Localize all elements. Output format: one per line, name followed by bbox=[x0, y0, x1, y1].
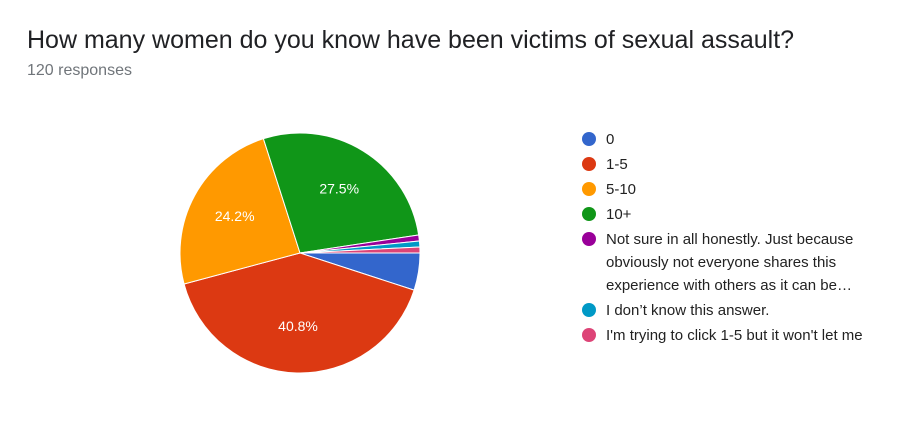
legend-label: Not sure in all honestly. Just because o… bbox=[606, 231, 854, 294]
pie-slice bbox=[179, 138, 301, 285]
legend: 0 1-5 5-10 10+ Not sure in all honestly. Jus… bbox=[582, 128, 882, 349]
legend-label: 5-10 bbox=[606, 181, 637, 198]
legend-item: I'm trying to click 1-5 but it won't let… bbox=[582, 324, 882, 347]
legend-label: I don’t know this answer. bbox=[606, 302, 770, 319]
chart-title: How many women do you know have been vic… bbox=[27, 26, 795, 54]
slice-label: 27.5% bbox=[319, 180, 359, 196]
legend-label: I'm trying to click 1-5 but it won't let… bbox=[606, 327, 863, 344]
legend-item: 1-5 bbox=[582, 153, 882, 176]
legend-label: 10+ bbox=[606, 206, 632, 223]
legend-item: 5-10 bbox=[582, 178, 882, 201]
legend-swatch bbox=[582, 132, 596, 146]
legend-label: 1-5 bbox=[606, 156, 628, 173]
legend-swatch bbox=[582, 207, 596, 221]
slice-label: 40.8% bbox=[278, 318, 318, 334]
legend-swatch bbox=[582, 182, 596, 196]
pie-slice bbox=[183, 252, 415, 374]
legend-item: 10+ bbox=[582, 203, 882, 226]
legend-swatch bbox=[582, 303, 596, 317]
slice-label: 24.2% bbox=[215, 208, 255, 224]
legend-swatch bbox=[582, 232, 596, 246]
pie-slice bbox=[299, 246, 421, 254]
legend-label: 0 bbox=[606, 131, 615, 148]
legend-swatch bbox=[582, 328, 596, 342]
pie-slice bbox=[262, 132, 420, 254]
response-count: 120 responses bbox=[27, 62, 132, 79]
legend-item: 0 bbox=[582, 128, 882, 151]
legend-item: I don’t know this answer. bbox=[582, 299, 882, 322]
legend-swatch bbox=[582, 157, 596, 171]
legend-item: Not sure in all honestly. Just because o… bbox=[582, 228, 882, 297]
